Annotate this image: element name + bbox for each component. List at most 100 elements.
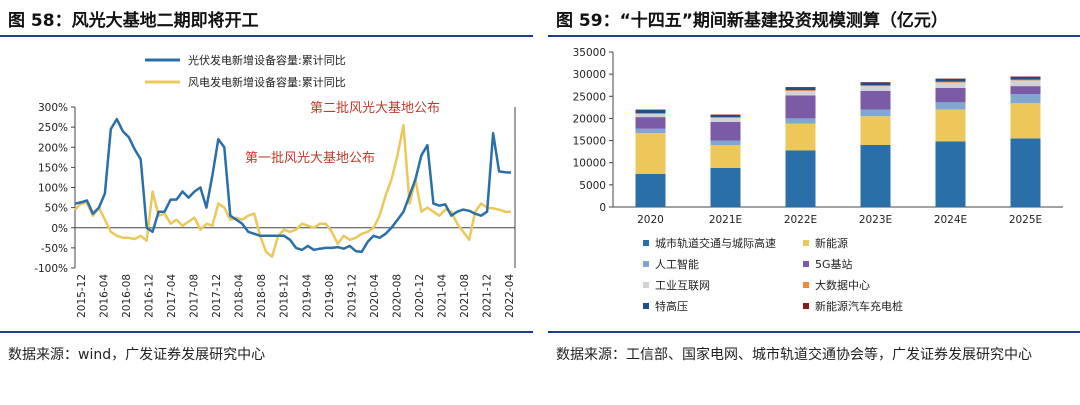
bar-segment (710, 122, 741, 141)
legend-swatch (803, 240, 809, 246)
legend-label: 风电发电新增设备容量:累计同比 (188, 75, 346, 89)
left-source-rule (0, 331, 533, 333)
legend-label: 特高压 (655, 299, 688, 313)
legend-label: 5G基站 (815, 257, 853, 271)
legend-swatch (643, 240, 649, 246)
right-stacked-bar-chart: 35000 30000 25000 20000 15000 10000 5000 0 2020 2… (573, 47, 1063, 313)
y-tick-label: 150% (38, 162, 68, 174)
y-tick-label: 20000 (573, 113, 606, 125)
legend-label: 光伏发电新增设备容量:累计同比 (188, 53, 346, 67)
bar-segment (935, 102, 966, 110)
legend-swatch (643, 303, 649, 309)
x-tick-label: 2017-08 (189, 274, 201, 318)
x-tick-label: 2019-08 (324, 274, 336, 318)
bar-segment (785, 95, 816, 119)
x-tick-label: 2017-12 (211, 274, 223, 318)
x-tick-label: 2022E (784, 214, 817, 226)
x-tick-label: 2020-12 (414, 274, 426, 318)
x-tick-label: 2023E (859, 214, 892, 226)
bar-segment (860, 86, 891, 91)
x-tick-label: 2015-12 (76, 274, 88, 318)
bar-segment (635, 114, 666, 118)
bar-segment (1010, 79, 1041, 81)
legend-swatch (643, 282, 649, 288)
bar-segment (635, 133, 666, 174)
x-tick-label: 2020-08 (391, 274, 403, 318)
x-tick-label: 2022-04 (504, 274, 516, 318)
bar-segment (935, 79, 966, 82)
legend-label: 城市轨道交通与城际高速 (655, 236, 776, 250)
solar-growth-line (74, 117, 512, 254)
bar-segment (635, 173, 666, 207)
left-line-chart: 300% 250% 200% 150% 100% 50% 0% -50% -100% 2015-1… (34, 53, 516, 318)
right-title-rule (548, 35, 1080, 37)
y-tick-label: 50% (45, 203, 68, 215)
x-tick-label: 2021-08 (459, 274, 471, 318)
legend-label: 人工智能 (655, 257, 699, 271)
bar-segment (635, 117, 666, 129)
x-tick-label: 2018-12 (279, 274, 291, 318)
bar-segment (710, 168, 741, 207)
bar-segment (860, 91, 891, 110)
legend-swatch (803, 303, 809, 309)
left-figure-title: 图 58：风光大基地二期即将开工 (8, 11, 259, 31)
bar-segment (1010, 138, 1041, 207)
bar-segment (785, 118, 816, 124)
annotation-batch1: 第一批风光大基地公布 (245, 151, 375, 166)
y-tick-label: 250% (38, 122, 68, 134)
y-tick-label: 0 (599, 202, 606, 214)
legend-label: 新能源 (815, 236, 848, 250)
bar-segment (710, 118, 741, 122)
y-tick-label: 300% (38, 102, 68, 114)
legend-swatch (803, 261, 809, 267)
x-tick-label: 2016-04 (99, 274, 111, 318)
y-tick-label: 30000 (573, 69, 606, 81)
x-tick-label: 2019-04 (301, 274, 313, 318)
y-tick-label: 100% (38, 183, 68, 195)
bar-segment (860, 82, 891, 86)
right-source-text: 数据来源：工信部、国家电网、城市轨道交通协会等，广发证券发展研究中心 (556, 347, 1032, 363)
legend-label: 大数据中心 (815, 278, 870, 292)
bar-segment (1010, 102, 1041, 139)
bar-segment (1010, 76, 1041, 80)
x-tick-label: 2018-04 (234, 274, 246, 318)
annotation-batch2: 第二批风光大基地公布 (310, 101, 440, 116)
legend-label: 新能源汽车充电桩 (815, 299, 903, 313)
left-source-text: 数据来源：wind，广发证券发展研究中心 (8, 347, 266, 363)
bar-segment (785, 123, 816, 151)
y-tick-label: 0% (51, 223, 68, 235)
y-tick-label: 10000 (573, 158, 606, 170)
x-tick-label: 2021E (709, 214, 742, 226)
x-tick-label: 2024E (934, 214, 967, 226)
legend-swatch (803, 282, 809, 288)
right-figure-title: 图 59：“十四五”期间新基建投资规模测算（亿元） (556, 11, 948, 31)
bar-segment (710, 117, 741, 118)
y-tick-label: 15000 (573, 136, 606, 148)
legend-swatch (643, 261, 649, 267)
y-tick-label: 5000 (579, 180, 606, 192)
bar-segment (935, 81, 966, 83)
bar-segment (710, 140, 741, 145)
bar-segment (860, 116, 891, 145)
bar-segment (1010, 86, 1041, 95)
bar-segment (710, 145, 741, 168)
bar-segment (710, 114, 741, 118)
left-title-rule (0, 35, 533, 37)
bar-segment (785, 87, 816, 91)
x-tick-label: 2018-08 (256, 274, 268, 318)
x-tick-label: 2021-04 (436, 274, 448, 318)
left-figure: 图 58：风光大基地二期即将开工 300% 250% 200% 150% 100% 50%… (0, 0, 533, 405)
x-tick-label: 2017-04 (166, 274, 178, 318)
y-tick-label: 25000 (573, 91, 606, 103)
y-tick-label: 35000 (573, 47, 606, 59)
bar-segment (935, 87, 966, 103)
bar-segment (935, 141, 966, 207)
bar-segment (635, 113, 666, 114)
x-tick-label: 2020-04 (369, 274, 381, 318)
bar-segment (785, 91, 816, 96)
bar-segment (635, 128, 666, 133)
bar-segment (785, 150, 816, 207)
bar-segment (860, 109, 891, 117)
bar-segment (860, 145, 891, 207)
x-tick-label: 2019-12 (346, 274, 358, 318)
